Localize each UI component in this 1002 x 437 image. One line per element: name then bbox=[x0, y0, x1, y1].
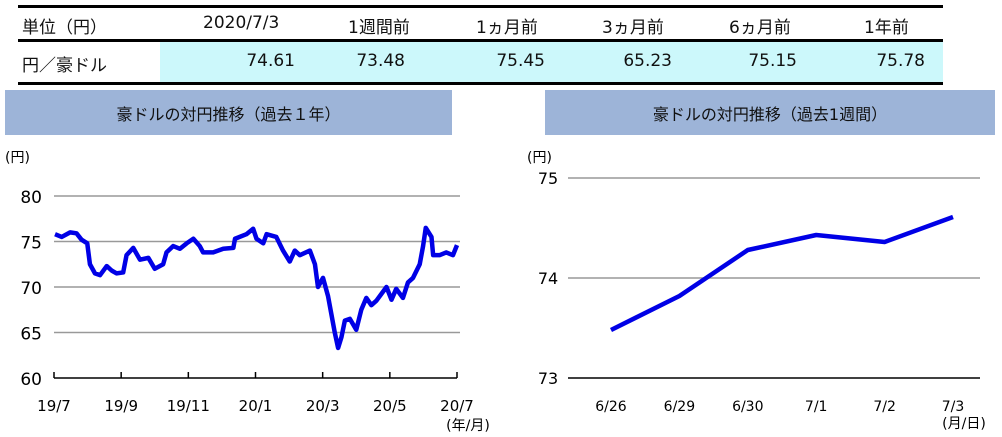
value-1m: 75.45 bbox=[496, 51, 545, 71]
y-axis-unit: (円) bbox=[527, 150, 552, 166]
x-tick-label: 7/3 bbox=[942, 399, 965, 415]
y-tick-label: 60 bbox=[20, 370, 42, 390]
y-tick-label: 65 bbox=[20, 325, 42, 345]
rate-table: 単位（円） 2020/7/3 1週間前 1ヵ月前 3ヵ月前 6ヵ月前 1年前 円… bbox=[18, 5, 943, 85]
values-background bbox=[160, 42, 943, 82]
x-axis-unit: (月/日) bbox=[942, 416, 986, 432]
x-tick-label: 20/5 bbox=[373, 397, 407, 415]
header-unit: 単位（円） bbox=[22, 18, 107, 38]
x-tick-label: 7/2 bbox=[873, 399, 896, 415]
x-tick-label: 20/3 bbox=[306, 397, 340, 415]
x-axis-unit: (年/月) bbox=[446, 418, 490, 434]
chart2-title: 豪ドルの対円推移（過去1週間） bbox=[545, 90, 995, 135]
x-tick-label: 6/30 bbox=[732, 399, 763, 415]
y-tick-label: 75 bbox=[20, 234, 42, 254]
header-1m: 1ヵ月前 bbox=[476, 18, 538, 38]
x-tick-label: 19/7 bbox=[37, 397, 71, 415]
row-label: 円／豪ドル bbox=[22, 56, 107, 76]
x-tick-label: 6/26 bbox=[595, 399, 627, 415]
header-6m: 6ヵ月前 bbox=[729, 18, 791, 38]
header-1y: 1年前 bbox=[864, 18, 909, 38]
value-current: 74.61 bbox=[246, 51, 295, 71]
y-axis-unit: (円) bbox=[5, 150, 30, 166]
series-line bbox=[609, 214, 954, 333]
value-6m: 75.15 bbox=[748, 51, 797, 71]
chart1-title: 豪ドルの対円推移（過去１年） bbox=[5, 90, 452, 135]
x-tick-label: 20/7 bbox=[440, 397, 474, 415]
header-3m: 3ヵ月前 bbox=[602, 18, 664, 38]
x-tick-label: 20/1 bbox=[239, 397, 273, 415]
value-3m: 65.23 bbox=[623, 51, 672, 71]
y-tick-label: 75 bbox=[538, 169, 558, 188]
y-tick-label: 70 bbox=[20, 279, 42, 299]
y-tick-label: 74 bbox=[538, 269, 558, 288]
y-tick-label: 80 bbox=[20, 188, 42, 208]
header-date: 2020/7/3 bbox=[203, 13, 280, 33]
x-tick-label: 7/1 bbox=[805, 399, 828, 415]
x-tick-label: 19/9 bbox=[104, 397, 138, 415]
series-line bbox=[54, 225, 460, 351]
x-tick-label: 6/29 bbox=[664, 399, 695, 415]
value-1y: 75.78 bbox=[876, 51, 925, 71]
y-tick-label: 73 bbox=[538, 369, 558, 388]
x-tick-label: 19/11 bbox=[167, 397, 210, 415]
row-divider bbox=[18, 39, 943, 42]
header-1w: 1週間前 bbox=[348, 18, 410, 38]
value-1w: 73.48 bbox=[356, 51, 405, 71]
